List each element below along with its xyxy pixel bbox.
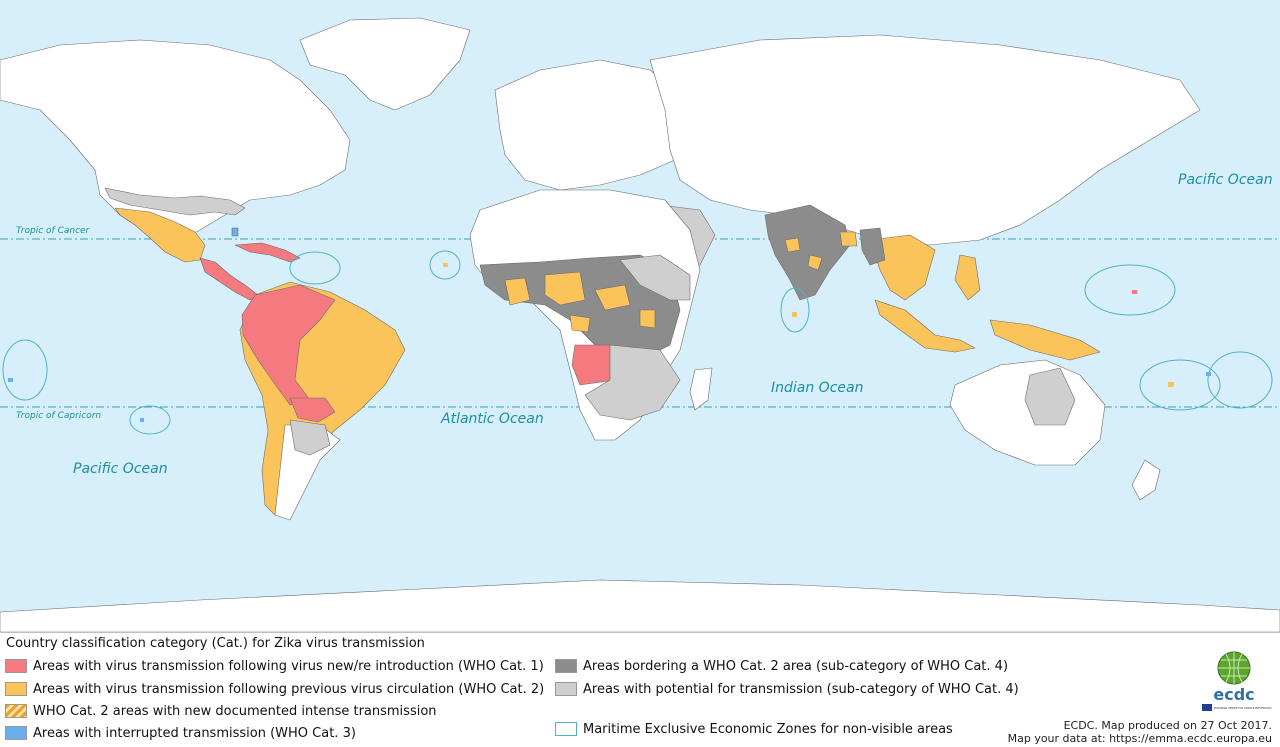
legend-swatch-cat1 [5,659,27,673]
eez-pacific-east [2,339,48,401]
island-marker [443,263,448,267]
southern-africa-potential [584,344,681,421]
legend-item-cat2: Areas with virus transmission following … [5,680,544,698]
greenland [299,17,471,111]
eez-melanesia [1139,359,1221,411]
mexico [114,207,206,263]
bolivia-paraguay-cat1 [289,397,336,423]
legend-label-cat1: Areas with virus transmission following … [33,658,544,674]
argentina-bordering [289,419,331,456]
florida-interrupted [231,227,239,237]
island-marker [792,312,797,317]
angola-cat1 [571,344,616,386]
legend-label-bordering: Areas bordering a WHO Cat. 2 area (sub-c… [583,658,1009,674]
eez-pacific-south [129,405,171,435]
logo-text: ecdc [1213,685,1254,704]
maritime-sea [874,254,1101,361]
eez-caribbean [289,251,341,285]
legend-item-bordering: Areas bordering a WHO Cat. 2 area (sub-c… [555,657,1008,675]
legend-swatch-cat2-intense [5,704,27,718]
island-marker [8,378,13,382]
legend-swatch-cat3 [5,726,27,740]
tropic-of-cancer-label: Tropic of Cancer [16,226,90,236]
credit-line-1: ECDC. Map produced on 27 Oct 2017. [1063,719,1272,732]
legend-swatch-cat2 [5,682,27,696]
legend-item-cat3: Areas with interrupted transmission (WHO… [5,724,356,742]
queensland-potential [1024,367,1076,426]
myanmar-bordering [859,227,886,266]
map-legend: Country classification category (Cat.) f… [0,632,1280,747]
world-map: Tropic of Cancer Tropic of Capricorn Pac… [0,0,1280,632]
island-marker [1132,290,1137,294]
southern-cone [274,424,341,521]
legend-item-potential: Areas with potential for transmission (s… [555,680,1019,698]
island-marker [140,418,144,422]
legend-label-cat2: Areas with virus transmission following … [33,681,545,697]
legend-label-eez: Maritime Exclusive Economic Zones for no… [583,721,953,737]
pacific-ocean-south-label: Pacific Ocean [73,461,168,477]
ecdc-logo: ecdc EUROPEAN CENTRE FOR DISEASE PREVENT… [1202,651,1272,711]
india-cat2-spots [784,231,858,271]
map-canvas [0,17,1280,632]
legend-item-eez: Maritime Exclusive Economic Zones for no… [555,720,953,738]
logo-subtext: EUROPEAN CENTRE FOR DISEASE PREVENTION A… [1214,707,1272,710]
west-africa-cat2 [504,271,656,333]
southeast-asia [869,234,936,301]
legend-swatch-potential [555,682,577,696]
north-africa-potential [619,254,691,301]
new-zealand [1131,459,1161,501]
antarctica [0,579,1280,632]
eez-micronesia [1084,264,1176,316]
central-america [199,257,259,301]
legend-swatch-bordering [555,659,577,673]
caribbean-islands [234,242,301,263]
atlantic-ocean-label: Atlantic Ocean [441,411,544,427]
credit-line-2: Map your data at: https://emma.ecdc.euro… [1007,732,1272,745]
eez-maldives [780,287,810,333]
legend-title: Country classification category (Cat.) f… [6,636,425,651]
legend-item-cat1: Areas with virus transmission following … [5,657,544,675]
pacific-ocean-north-label: Pacific Ocean [1178,172,1273,188]
island-marker [1168,382,1174,387]
europe [494,59,691,191]
legend-swatch-eez [555,722,577,736]
eez-polynesia [1207,351,1273,409]
north-america [0,39,351,241]
asia [649,34,1201,246]
legend-label-cat3: Areas with interrupted transmission (WHO… [33,725,356,741]
australia [949,359,1106,466]
indian-ocean-label: Indian Ocean [771,380,864,396]
madagascar [689,367,713,411]
eez-cabo-verde [429,250,461,280]
usa-south-potential [104,187,246,216]
legend-label-cat2-intense: WHO Cat. 2 areas with new documented int… [33,703,437,719]
tropic-of-capricorn-label: Tropic of Capricorn [16,411,102,421]
india-region [764,204,851,301]
legend-label-potential: Areas with potential for transmission (s… [583,681,1019,697]
legend-item-cat2-intense: WHO Cat. 2 areas with new documented int… [5,702,437,720]
island-marker [1206,372,1211,376]
